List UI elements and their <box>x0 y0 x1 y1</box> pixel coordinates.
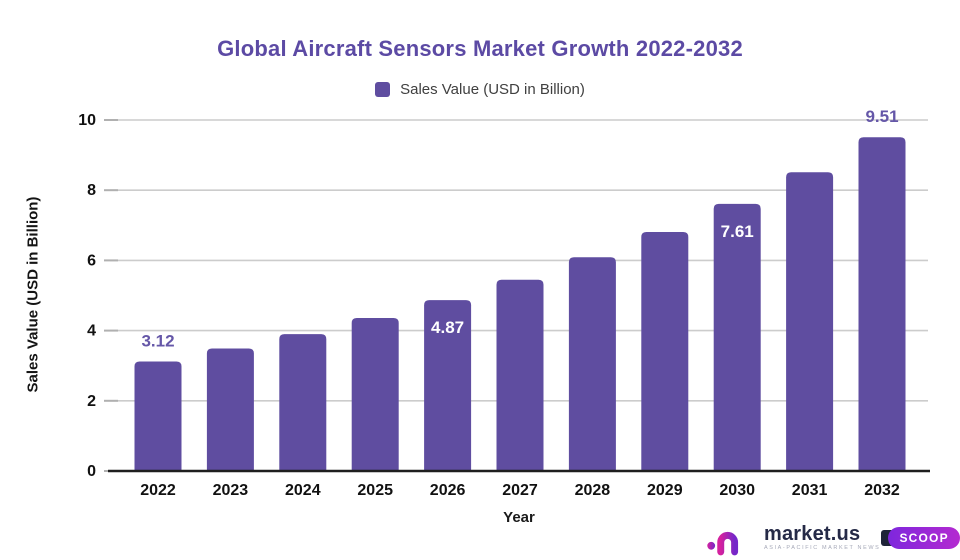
bar-2028 <box>568 257 616 471</box>
y-tick-label-2: 2 <box>87 393 96 410</box>
y-tick-label-6: 6 <box>87 252 96 269</box>
x-category-label-2028: 2028 <box>575 482 611 499</box>
chart-title: Global Aircraft Sensors Market Growth 20… <box>217 36 743 61</box>
bar-2030 <box>713 203 761 471</box>
x-axis-title: Year <box>503 509 535 526</box>
x-category-label-2022: 2022 <box>140 482 176 499</box>
data-label-2032: 9.51 <box>865 107 898 126</box>
bar-2022 <box>134 361 182 471</box>
x-category-label-2026: 2026 <box>430 482 466 499</box>
bar-2029 <box>641 231 689 471</box>
y-tick-label-8: 8 <box>87 182 96 199</box>
y-tick-label-10: 10 <box>78 112 96 129</box>
x-category-label-2031: 2031 <box>792 482 828 499</box>
legend: Sales Value (USD in Billion) <box>0 80 960 98</box>
bar-2032 <box>858 137 906 471</box>
data-label-2026: 4.87 <box>431 318 464 337</box>
marketus-logo: market.us ASIA-PACIFIC MARKET NEWS SCOOP <box>706 518 960 558</box>
scoop-badge: SCOOP <box>881 527 960 549</box>
legend-swatch <box>375 81 391 97</box>
bar-2031 <box>786 172 834 471</box>
x-category-label-2032: 2032 <box>864 482 900 499</box>
data-label-2022: 3.12 <box>141 331 174 350</box>
brand-name: market.us <box>764 523 861 546</box>
bar-2024 <box>279 334 327 471</box>
legend-label: Sales Value (USD in Billion) <box>400 80 585 98</box>
y-tick-label-4: 4 <box>87 323 96 340</box>
bar-2026 <box>424 300 472 471</box>
scoop-badge-label: SCOOP <box>888 527 960 549</box>
x-category-label-2027: 2027 <box>502 482 538 499</box>
data-label-2030: 7.61 <box>721 222 754 241</box>
x-category-label-2025: 2025 <box>357 482 393 499</box>
x-category-label-2023: 2023 <box>213 482 249 499</box>
marketus-logo-icon <box>707 528 757 556</box>
x-category-label-2030: 2030 <box>719 482 755 499</box>
bar-2025 <box>351 317 399 471</box>
x-category-label-2029: 2029 <box>647 482 683 499</box>
x-category-label-2024: 2024 <box>285 482 321 499</box>
y-tick-label-0: 0 <box>87 463 96 480</box>
bar-2023 <box>206 348 254 471</box>
brand-block: market.us ASIA-PACIFIC MARKET NEWS <box>764 524 880 552</box>
bar-2027 <box>496 279 544 471</box>
brand-tagline: ASIA-PACIFIC MARKET NEWS <box>764 545 881 552</box>
